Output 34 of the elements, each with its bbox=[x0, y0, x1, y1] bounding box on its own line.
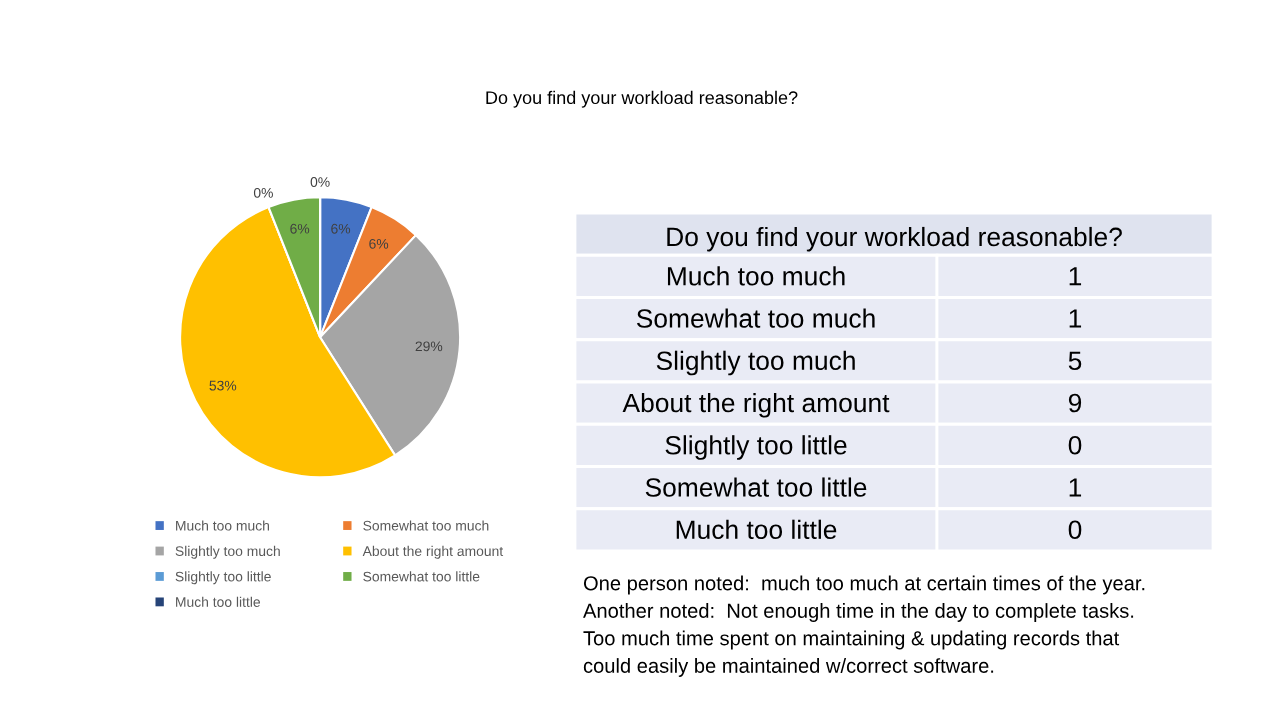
text: Too much time spent on maintaining & updating records that bbox=[583, 630, 1120, 650]
category-label: About the right amount bbox=[622, 392, 890, 418]
data-label: 5 bbox=[1068, 351, 1082, 371]
data-label: 0 bbox=[1068, 520, 1082, 540]
text: Another noted: Not enough time in the day to complete tasks. bbox=[583, 603, 1134, 622]
text: One person noted: much too much at certain times of the year. bbox=[583, 575, 1145, 595]
legend-label: Much too little bbox=[176, 596, 260, 607]
category-label: Slightly too little bbox=[665, 435, 847, 460]
text: could easily be maintained w/correct software. bbox=[583, 658, 994, 677]
legend-label: Somewhat too little bbox=[363, 571, 480, 582]
category-label: Much too little bbox=[676, 519, 837, 540]
text: Do you find your workload reasonable? bbox=[486, 90, 798, 108]
data-label: 6% bbox=[290, 223, 310, 234]
category-label: Slightly too much bbox=[656, 350, 855, 376]
category-label: Somewhat too little bbox=[645, 477, 867, 497]
legend-label: Much too much bbox=[176, 520, 269, 531]
data-label: 1 bbox=[1069, 478, 1082, 497]
legend-label: About the right amount bbox=[362, 545, 504, 559]
data-label: 9 bbox=[1068, 393, 1082, 413]
data-label: 6% bbox=[331, 223, 351, 234]
text: 0% bbox=[310, 177, 330, 187]
legend-label: Slightly too little bbox=[175, 571, 271, 585]
text: Do you find your workload reasonable? bbox=[667, 226, 1122, 252]
data-label: 1 bbox=[1069, 267, 1082, 286]
category-label: Much too much bbox=[667, 266, 845, 286]
data-label: 0 bbox=[1068, 435, 1082, 455]
data-label: 53% bbox=[209, 380, 237, 391]
data-label: 1 bbox=[1069, 309, 1082, 328]
legend-label: Slightly too much bbox=[175, 545, 280, 559]
text: 0% bbox=[253, 187, 273, 198]
category-label: Somewhat too much bbox=[636, 308, 875, 328]
legend-label: Somewhat too much bbox=[363, 520, 489, 531]
data-label: 29% bbox=[415, 341, 443, 352]
data-label: 6% bbox=[369, 238, 389, 249]
